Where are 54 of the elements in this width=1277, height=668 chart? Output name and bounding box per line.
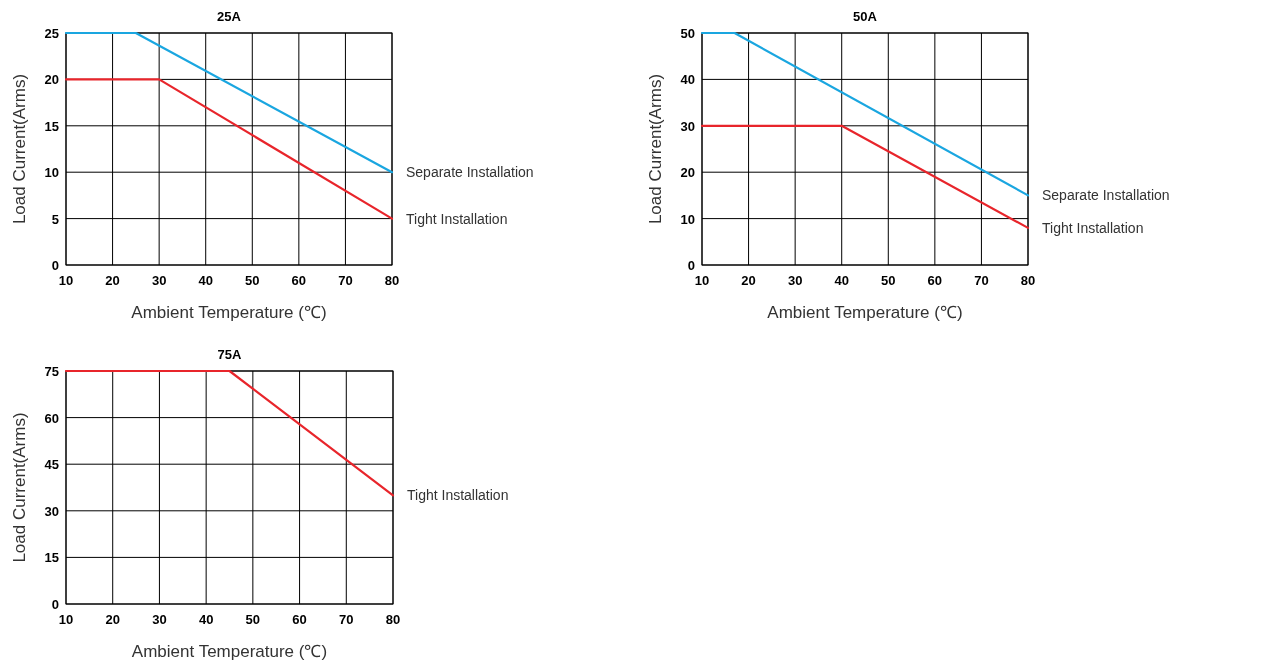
x-tick-label: 10 [694, 273, 710, 288]
x-tick-label: 50 [881, 273, 896, 288]
y-tick-label: 60 [44, 410, 59, 426]
y-tick-label: 20 [44, 72, 59, 88]
x-tick-label: 20 [741, 273, 756, 288]
y-tick-label: 30 [44, 503, 59, 519]
y-tick-label: 10 [680, 211, 695, 227]
y-tick-label: 15 [44, 550, 59, 566]
y-tick-label: 0 [51, 597, 59, 612]
x-tick-label: 70 [974, 273, 989, 288]
x-tick-label: 70 [338, 273, 353, 288]
y-tick-label: 50 [680, 26, 695, 41]
x-tick-label: 70 [339, 612, 354, 627]
series-label: Tight Installation [407, 487, 509, 504]
series-label: Separate Installation [406, 164, 534, 181]
x-tick-label: 50 [245, 612, 261, 627]
x-tick-label: 60 [292, 612, 307, 627]
x-tick-label: 80 [385, 612, 401, 627]
x-tick-label: 30 [787, 273, 803, 288]
chart-title: 25A [217, 9, 242, 24]
y-tick-label: 0 [51, 258, 59, 273]
x-axis-title: Ambient Temperature (℃) [767, 303, 963, 322]
x-tick-label: 30 [152, 612, 167, 627]
x-tick-label: 80 [1020, 273, 1036, 288]
series-label: Separate Installation [1042, 187, 1170, 204]
y-tick-label: 15 [44, 118, 59, 134]
y-tick-label: 75 [44, 364, 59, 379]
x-tick-label: 20 [105, 612, 120, 627]
x-tick-label: 40 [198, 612, 214, 627]
y-tick-label: 45 [44, 457, 59, 473]
y-tick-label: 40 [680, 72, 695, 88]
x-axis-title: Ambient Temperature (℃) [131, 303, 327, 322]
x-tick-label: 30 [151, 273, 167, 288]
y-tick-label: 25 [44, 26, 59, 41]
y-axis-title: Load Current(Arms) [10, 412, 29, 563]
y-axis-title: Load Current(Arms) [10, 73, 29, 225]
y-tick-label: 0 [687, 258, 695, 273]
x-tick-label: 80 [384, 273, 400, 288]
y-axis-title: Load Current(Arms) [646, 73, 665, 225]
x-axis-title: Ambient Temperature (℃) [131, 642, 328, 661]
x-tick-label: 40 [198, 273, 213, 288]
y-tick-label: 30 [680, 118, 695, 134]
y-tick-label: 10 [44, 165, 59, 181]
chart-title: 50A [853, 9, 878, 24]
y-tick-label: 5 [51, 211, 59, 227]
series-label: Tight Installation [1042, 219, 1144, 236]
x-tick-label: 40 [834, 273, 849, 288]
chart-title: 75A [217, 347, 243, 362]
x-tick-label: 50 [245, 273, 260, 288]
x-tick-label: 20 [105, 273, 120, 288]
x-tick-label: 60 [927, 273, 943, 288]
y-tick-label: 20 [680, 165, 695, 181]
series-label: Tight Installation [406, 210, 508, 227]
x-tick-label: 60 [291, 273, 307, 288]
